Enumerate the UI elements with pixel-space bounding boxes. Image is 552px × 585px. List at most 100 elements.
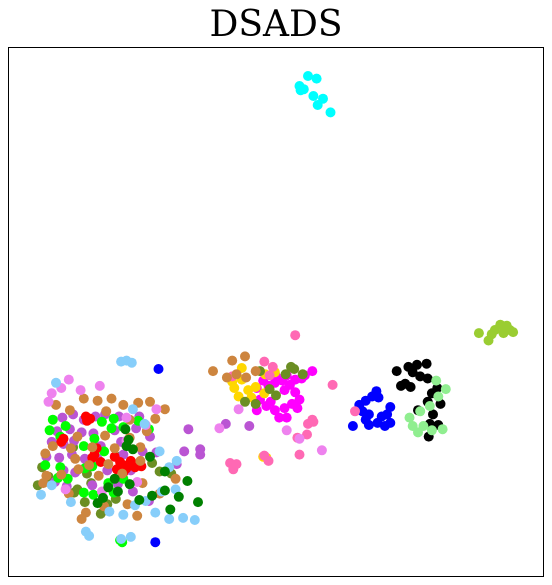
- scatter-point: [87, 480, 98, 491]
- scatter-point: [263, 455, 274, 466]
- scatter-point: [413, 427, 423, 438]
- scatter-point: [396, 380, 406, 391]
- series-3: [404, 375, 451, 438]
- scatter-point: [379, 421, 390, 431]
- scatter-point: [123, 434, 134, 445]
- scatter-point: [415, 371, 426, 382]
- series-1: [473, 319, 519, 346]
- scatter-point: [60, 484, 71, 495]
- scatter-point: [221, 372, 232, 383]
- scatter-point: [264, 370, 275, 381]
- scatter-point: [93, 470, 104, 481]
- scatter-point: [165, 504, 176, 515]
- scatter-point: [195, 449, 206, 460]
- scatter-point: [391, 366, 402, 377]
- scatter-point: [280, 369, 291, 380]
- scatter-point: [407, 367, 418, 378]
- scatter-point: [120, 424, 131, 435]
- scatter-point: [302, 429, 312, 440]
- scatter-point: [412, 359, 422, 370]
- series-12: [38, 351, 261, 524]
- scatter-point: [132, 510, 143, 521]
- scatter-point: [106, 393, 117, 404]
- scatter-point: [124, 479, 135, 490]
- scatter-point: [44, 425, 55, 436]
- scatter-point: [79, 497, 90, 508]
- scatter-point: [57, 412, 68, 423]
- scatter-point: [179, 446, 190, 457]
- scatter-point: [440, 384, 451, 395]
- scatter-point: [100, 430, 111, 441]
- series-10: [40, 413, 154, 548]
- scatter-point: [64, 405, 75, 416]
- scatter-point: [193, 497, 203, 508]
- scatter-point: [154, 446, 165, 457]
- scatter-point: [73, 464, 84, 475]
- scatter-point: [382, 409, 393, 420]
- scatter-point: [208, 366, 218, 377]
- scatter-point: [92, 395, 103, 406]
- scatter-point: [135, 455, 146, 466]
- scatter-point: [428, 409, 438, 420]
- scatter-point: [109, 451, 120, 462]
- scatter-point: [46, 388, 57, 399]
- scatter-point: [279, 403, 290, 414]
- scatter-point: [87, 442, 98, 453]
- scatter-point: [109, 443, 120, 454]
- scatter-point: [303, 71, 313, 81]
- scatter-point: [51, 399, 61, 410]
- scatter-point: [308, 91, 319, 101]
- scatter-point: [125, 531, 136, 542]
- scatter-point: [316, 445, 327, 456]
- scatter-point: [47, 414, 58, 425]
- scatter-point: [241, 372, 252, 383]
- scatter-point: [171, 455, 182, 466]
- scatter-point: [422, 373, 433, 384]
- scatter-point: [82, 415, 92, 426]
- scatter-point: [311, 73, 322, 84]
- scatter-point: [46, 480, 57, 491]
- scatter-point: [88, 489, 99, 500]
- series-7: [225, 330, 360, 475]
- scatter-point: [135, 442, 146, 453]
- scatter-point: [424, 401, 435, 411]
- scatter-point: [308, 416, 319, 427]
- scatter-point: [126, 357, 137, 368]
- scatter-point: [78, 441, 89, 452]
- scatter-point: [99, 446, 110, 457]
- scatter-point: [250, 382, 261, 392]
- scatter-point: [78, 487, 89, 498]
- scatter-point: [94, 380, 105, 391]
- scatter-point: [65, 497, 76, 508]
- scatter-point: [103, 482, 114, 493]
- scatter-point: [75, 385, 86, 396]
- series-14: [36, 355, 200, 544]
- scatter-point: [150, 413, 161, 424]
- scatter-point: [279, 385, 290, 396]
- series-13: [43, 374, 327, 497]
- scatter-point: [267, 361, 278, 372]
- scatter-point: [327, 379, 338, 390]
- scatter-point: [145, 396, 155, 407]
- scatter-point: [159, 466, 170, 477]
- scatter-point: [108, 413, 119, 424]
- scatter-point: [51, 377, 61, 388]
- scatter-point: [297, 369, 308, 380]
- scatter-point: [294, 449, 305, 460]
- scatter-point: [95, 457, 106, 467]
- scatter-point: [150, 537, 161, 548]
- scatter-point: [84, 460, 95, 471]
- scatter-point: [405, 382, 416, 392]
- scatter-point: [290, 330, 301, 341]
- scatter-point: [89, 433, 100, 444]
- scatter-point: [134, 495, 145, 505]
- series-0: [294, 71, 336, 118]
- scatter-point: [116, 534, 127, 544]
- scatter-point: [231, 369, 242, 380]
- scatter-point: [486, 329, 497, 340]
- scatter-point: [261, 401, 272, 411]
- scatter-point: [118, 399, 129, 410]
- scatter-point: [227, 355, 238, 366]
- scatter-point: [508, 327, 519, 338]
- scatter-point: [229, 383, 240, 393]
